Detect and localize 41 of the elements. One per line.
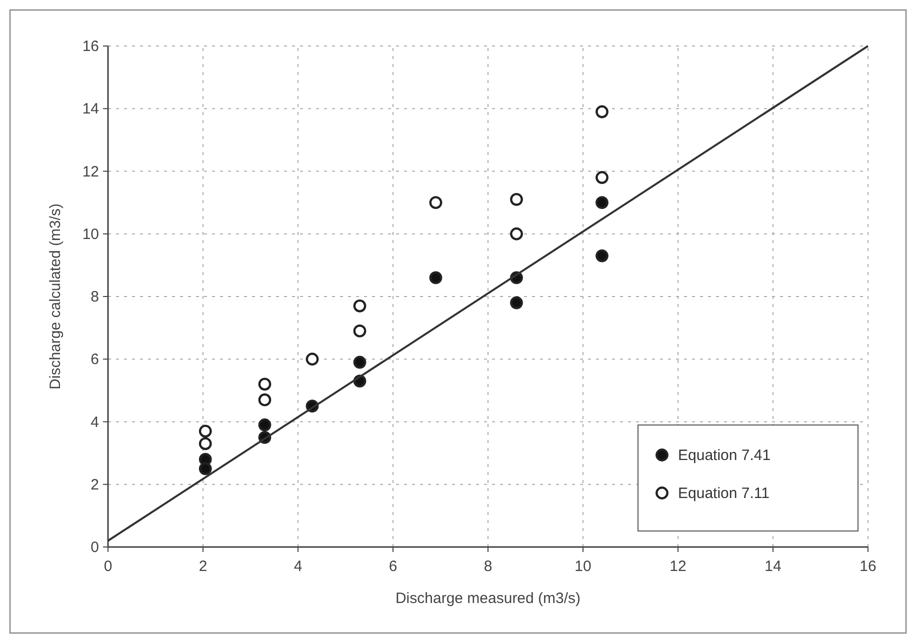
point [510,227,523,240]
point [198,424,212,438]
y-tick-label: 12 [82,163,99,180]
y-tick-label: 2 [90,476,99,494]
y-tick-label: 10 [82,226,99,243]
point [258,418,272,432]
y-tick-label: 14 [82,100,99,118]
y-tick-label: 0 [90,539,99,556]
legend-label: Equation 7.11 [678,485,770,502]
point [258,393,272,406]
point [198,437,212,450]
x-tick-label: 4 [294,558,302,575]
point [353,356,366,369]
x-tick-label: 2 [198,558,208,575]
point [306,352,319,366]
point [198,462,212,476]
point [596,105,608,118]
x-tick-label: 12 [670,558,686,575]
x-tick-label: 16 [860,558,876,575]
y-axis-title: Discharge calculated (m3/s) [47,204,64,390]
x-tick-label: 8 [484,558,492,575]
point [258,378,272,391]
x-tick-label: 6 [388,558,398,575]
point [596,196,608,210]
point [596,249,608,262]
point [429,196,442,210]
x-tick-label: 14 [764,558,782,575]
y-tick-label: 8 [90,288,99,306]
legend-label: Equation 7.41 [678,447,771,464]
x-tick-label: 0 [104,558,112,575]
point [429,271,442,284]
point [353,299,366,312]
y-tick-label: 4 [90,414,99,431]
point [596,171,608,184]
y-tick-label: 6 [90,351,99,368]
x-axis-title: Discharge measured (m3/s) [395,590,581,607]
point [510,192,523,206]
point [510,296,523,310]
y-tick-label: 16 [82,38,99,55]
x-tick-label: 10 [574,558,592,575]
point [353,324,366,338]
